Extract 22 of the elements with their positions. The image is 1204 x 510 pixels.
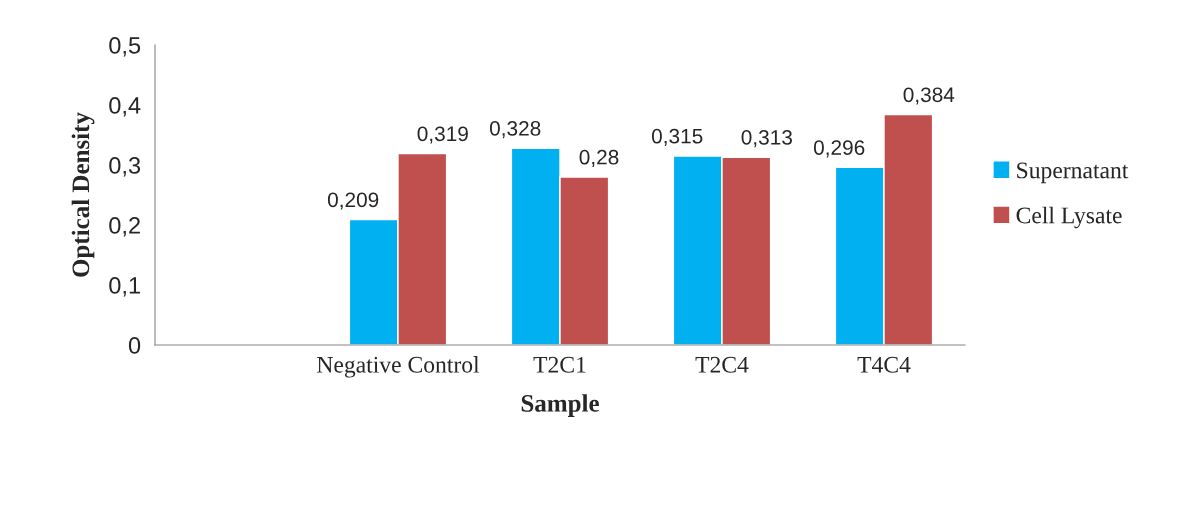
- data-label: 0,315: [651, 128, 703, 147]
- x-tick-label: T4C4: [857, 356, 911, 373]
- y-tick-label: 0,1: [109, 277, 140, 297]
- legend-label: Supernatant: [1017, 162, 1129, 184]
- data-label: 0,313: [741, 130, 792, 148]
- y-tick-label: 0: [128, 337, 141, 354]
- data-label: 0,384: [903, 87, 955, 105]
- y-tick-label: 0,4: [109, 97, 141, 117]
- legend-label: Cell Lysate: [1016, 206, 1122, 229]
- data-label: 0,28: [579, 149, 619, 168]
- y-tick-label: 0,2: [109, 217, 140, 237]
- y-tick-label: 0,5: [109, 37, 141, 57]
- y-tick-label: 0,3: [109, 157, 141, 177]
- x-tick-label: T2C1: [533, 356, 586, 373]
- data-label: 0,209: [327, 192, 379, 210]
- x-axis-title: Sample: [521, 394, 599, 417]
- data-label: 0,319: [417, 126, 468, 144]
- x-tick-label: Negative Control: [317, 356, 480, 378]
- data-label: 0,296: [813, 140, 865, 158]
- y-axis-title: Optical Density: [71, 112, 95, 277]
- data-label: 0,328: [489, 121, 541, 139]
- x-tick-label: T2C4: [695, 356, 749, 373]
